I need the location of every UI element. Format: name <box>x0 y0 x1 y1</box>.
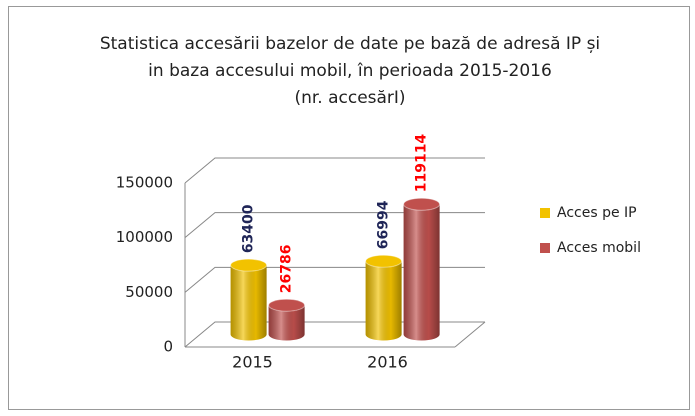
chart-title: Statistica accesării bazelor de date pe … <box>100 34 600 54</box>
bar-shading <box>268 305 305 341</box>
bar-top <box>268 298 306 312</box>
grid-line <box>184 212 485 239</box>
chart-title: (nr. accesărI) <box>294 88 405 108</box>
value-label: 63400 <box>241 204 257 253</box>
legend-label: Acces mobil <box>557 240 641 256</box>
y-tick-label: 100000 <box>116 228 173 246</box>
bar-top <box>365 254 403 268</box>
value-label: 26786 <box>279 244 295 293</box>
y-tick-label: 0 <box>163 338 173 356</box>
bar-top <box>230 258 268 272</box>
bar-shading <box>403 204 440 341</box>
x-tick-label: 2015 <box>232 353 273 372</box>
y-tick-label: 50000 <box>125 283 173 301</box>
value-label: 119114 <box>414 134 430 193</box>
floor-right <box>454 321 486 348</box>
chart-border <box>8 6 690 410</box>
legend-swatch <box>540 208 550 218</box>
chart-title: in baza accesului mobil, în perioada 201… <box>148 61 552 81</box>
grid-line <box>184 157 485 184</box>
y-tick-label: 150000 <box>116 174 173 192</box>
bar-shading <box>230 265 267 341</box>
legend-swatch <box>540 243 550 253</box>
legend-label: Acces pe IP <box>557 205 637 221</box>
x-tick-label: 2016 <box>367 353 408 372</box>
value-label: 66994 <box>376 200 392 249</box>
bar-top <box>403 197 441 211</box>
bar-shading <box>365 261 402 341</box>
